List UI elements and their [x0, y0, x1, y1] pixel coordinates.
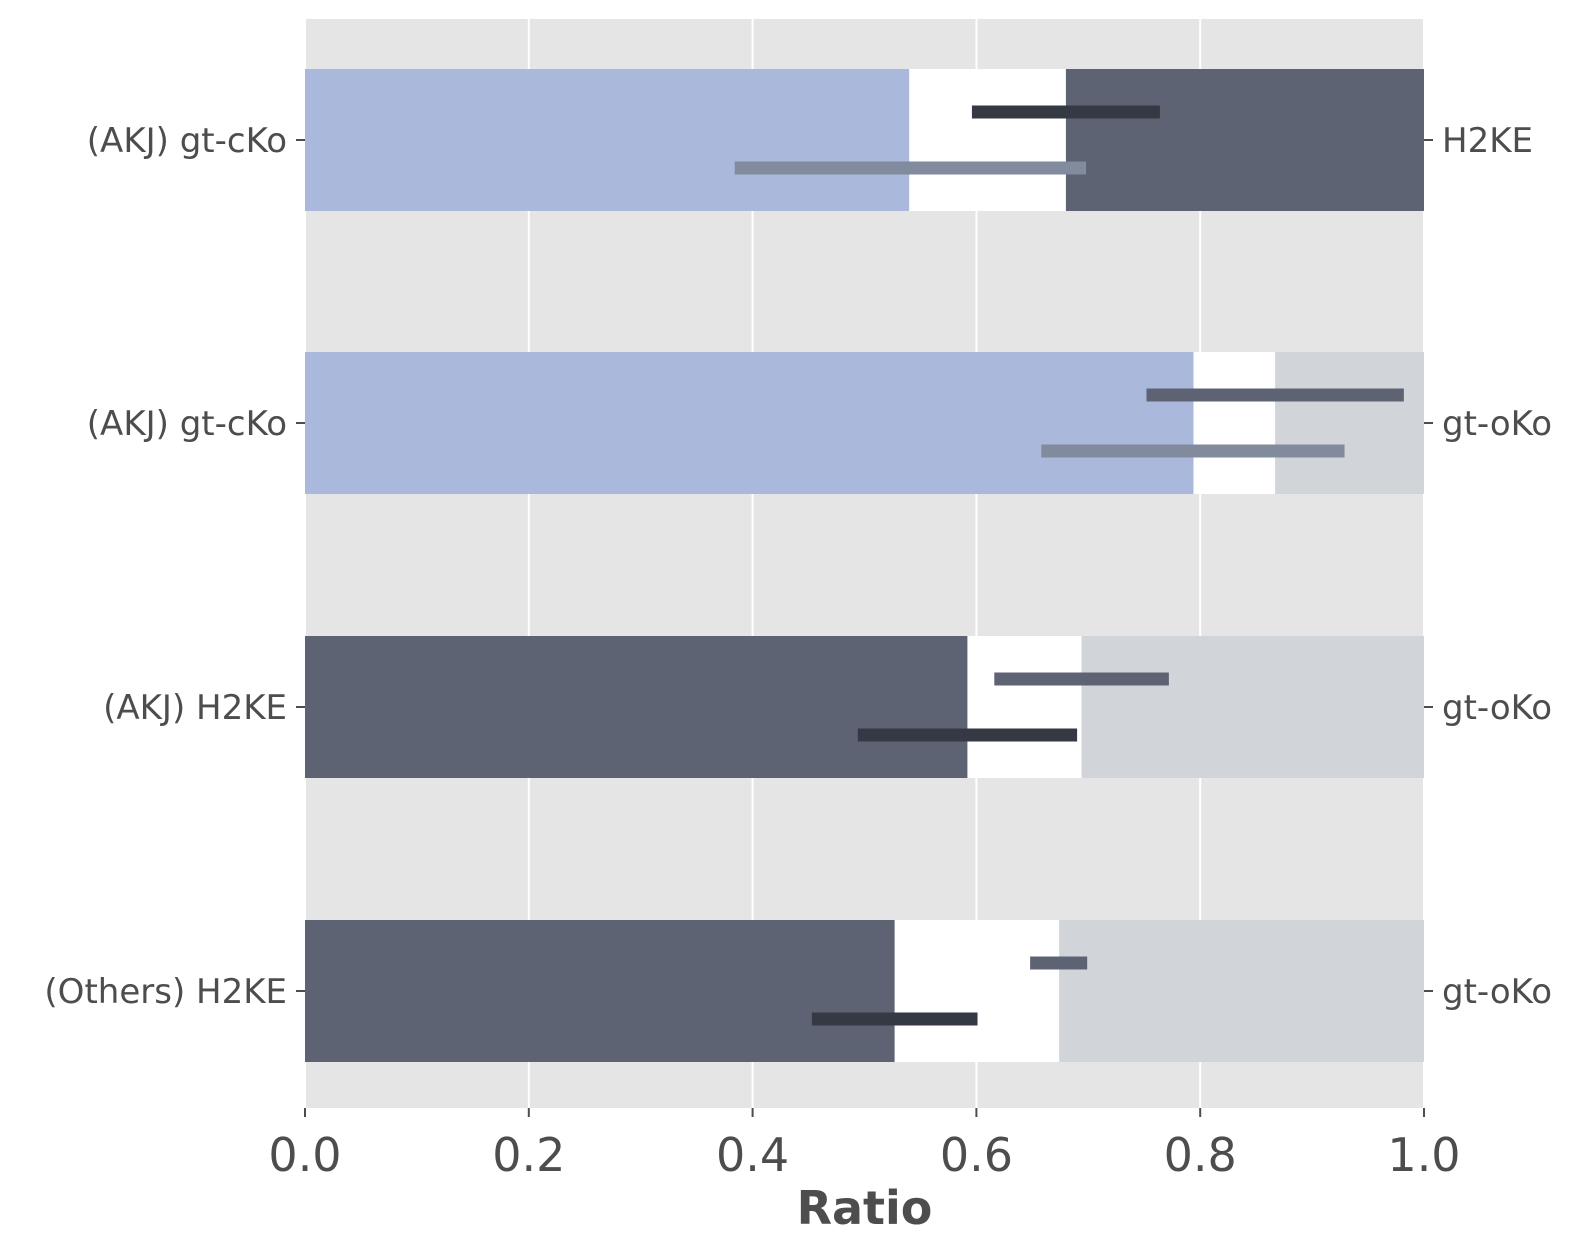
- x-axis-title: Ratio: [797, 1181, 933, 1235]
- bar-segment: [305, 69, 910, 211]
- right-row-label: gt-oKo: [1442, 688, 1552, 728]
- left-row-label: (Others) H2KE: [44, 972, 287, 1012]
- bar-segment: [305, 352, 1194, 494]
- interval-lines: [734, 105, 1404, 1026]
- left-row-label: (AKJ) gt-cKo: [87, 121, 287, 161]
- axis-ticks: [296, 139, 1433, 1117]
- left-row-label: (AKJ) H2KE: [103, 688, 287, 728]
- interval-line: [1030, 956, 1088, 970]
- x-tick-label: 0.8: [1164, 1128, 1237, 1182]
- bar-segment: [1275, 352, 1424, 494]
- x-tick-label: 1.0: [1387, 1128, 1460, 1182]
- bar-segment: [909, 69, 1066, 211]
- interval-line: [734, 161, 1087, 175]
- bars: [305, 69, 1424, 1062]
- tick-labels: 0.0 0.2 0.4 0.6 0.8 1.0 (AKJ) gt-cKo H2KE (AKJ) …: [44, 121, 1552, 1182]
- interval-line: [857, 728, 1078, 742]
- interval-line: [1041, 444, 1345, 458]
- bar-segment: [1193, 352, 1276, 494]
- bar-segment: [894, 920, 1060, 1062]
- right-row-label: gt-oKo: [1442, 972, 1552, 1012]
- bar-segment: [305, 636, 968, 778]
- bar-segment: [1065, 69, 1424, 211]
- interval-line: [994, 672, 1169, 686]
- right-row-label: H2KE: [1442, 121, 1533, 161]
- left-row-label: (AKJ) gt-cKo: [87, 404, 287, 444]
- interval-line: [1146, 388, 1404, 402]
- bar-segment: [967, 636, 1082, 778]
- interval-line: [971, 105, 1160, 119]
- interval-line: [811, 1012, 978, 1026]
- x-tick-label: 0.0: [268, 1128, 341, 1182]
- x-tick-label: 0.4: [716, 1128, 789, 1182]
- x-tick-label: 0.6: [940, 1128, 1013, 1182]
- right-row-label: gt-oKo: [1442, 404, 1552, 444]
- bar-segment: [1081, 636, 1424, 778]
- bar-segment: [305, 920, 895, 1062]
- bar-segment: [1059, 920, 1424, 1062]
- x-tick-label: 0.2: [492, 1128, 565, 1182]
